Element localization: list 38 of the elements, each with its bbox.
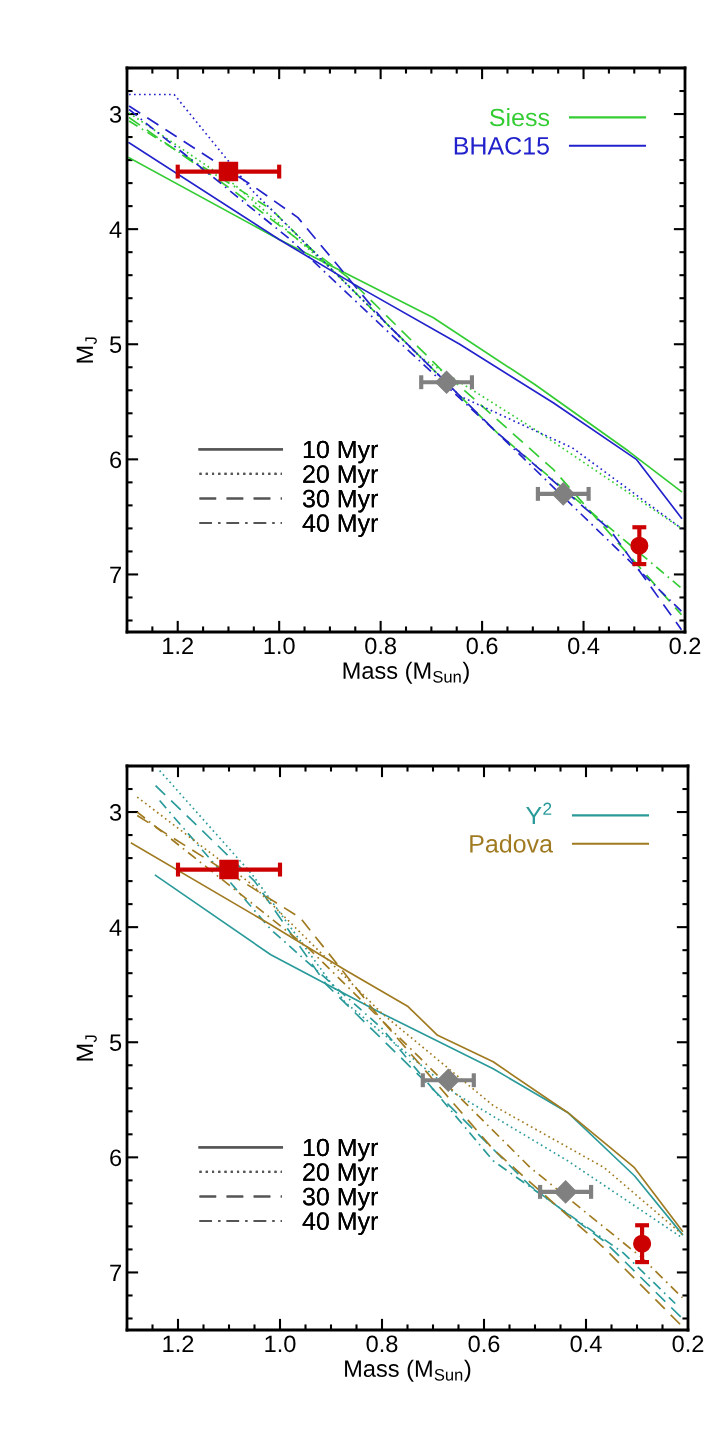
y-tick-label: 6 bbox=[110, 451, 122, 469]
x-tick-label: 0.8 bbox=[365, 637, 397, 655]
legend-label: Siess bbox=[490, 108, 550, 127]
legend-label: Y$^{2}$ bbox=[526, 802, 552, 825]
annotation: 20 Myr bbox=[303, 1163, 378, 1186]
x-axis-title: Mass (M$_{Sun}$) bbox=[345, 1359, 471, 1382]
x-tick-label: 0.6 bbox=[466, 637, 498, 655]
y-tick-label: 4 bbox=[109, 919, 122, 936]
y-tick-label: 3 bbox=[109, 804, 122, 821]
x-axis-title: Mass (M$_{Sun}$) bbox=[343, 661, 469, 684]
y-tick-label: 7 bbox=[110, 566, 121, 583]
y-tick-label: 4 bbox=[109, 221, 122, 238]
x-tick-label: 1.2 bbox=[163, 1335, 194, 1352]
annotation: 40 Myr bbox=[302, 514, 378, 537]
x-tick-label: 0.4 bbox=[568, 637, 600, 655]
y-axis-title: M$_{J}$ bbox=[76, 1035, 97, 1061]
annotation: 30 Myr bbox=[302, 489, 378, 513]
x-tick-label: 1.2 bbox=[163, 637, 193, 654]
x-tick-label: 0.2 bbox=[672, 1335, 704, 1353]
annotation: 20 Myr bbox=[303, 465, 378, 488]
y-tick-label: 7 bbox=[110, 1264, 121, 1281]
x-tick-label: 0.4 bbox=[570, 1335, 602, 1353]
legend-label: BHAC15 bbox=[454, 136, 549, 155]
annotation: 40 Myr bbox=[302, 1212, 378, 1235]
x-tick-label: 0.2 bbox=[669, 637, 701, 655]
annotation: 10 Myr bbox=[303, 440, 378, 464]
y-tick-label: 5 bbox=[109, 336, 122, 354]
x-tick-label: 1.0 bbox=[264, 637, 295, 655]
y-tick-label: 3 bbox=[109, 106, 122, 123]
y-tick-label: 5 bbox=[109, 1034, 122, 1052]
y-axis-title: M$_{J}$ bbox=[76, 337, 97, 363]
legend-label: Padova bbox=[470, 834, 553, 853]
y-tick-label: 6 bbox=[110, 1149, 122, 1167]
x-tick-label: 0.6 bbox=[468, 1335, 500, 1353]
x-tick-label: 0.8 bbox=[366, 1335, 398, 1353]
x-tick-label: 1.0 bbox=[265, 1335, 296, 1353]
annotation: 30 Myr bbox=[302, 1187, 378, 1211]
annotation: 10 Myr bbox=[303, 1138, 378, 1162]
